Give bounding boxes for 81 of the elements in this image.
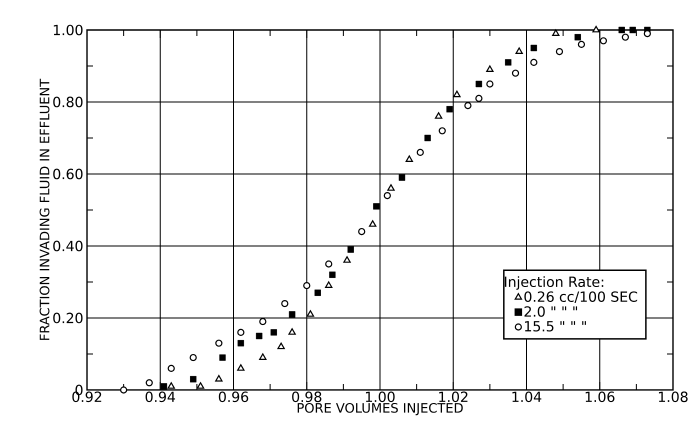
point (556, 48, 564, 56)
point (146, 379, 153, 386)
point (160, 383, 168, 390)
point (453, 90, 461, 98)
y-tick-label: 1.00 (54, 24, 83, 36)
point (281, 300, 288, 308)
legend-label: 2.0 " " " (524, 306, 578, 317)
point (259, 318, 266, 326)
y-tick-label: 0.40 (53, 240, 83, 252)
point (358, 228, 366, 236)
x-axis-title: PORE VOLUMES INJECTED (298, 402, 463, 416)
point (600, 37, 608, 44)
point (368, 220, 376, 227)
point (314, 290, 321, 296)
point (406, 155, 414, 162)
legend-title: Injection Rate: (504, 276, 604, 290)
point (256, 332, 262, 340)
x-tick-label: 1.08 (658, 392, 688, 402)
y-axis-title: FRACTION INVADING FLUID IN EFFLUENT (40, 78, 50, 340)
point (530, 58, 538, 66)
point (329, 272, 336, 278)
point (215, 340, 222, 347)
point (288, 328, 296, 335)
point (574, 34, 581, 40)
point (530, 44, 538, 52)
legend-label: 15.5 " " " (525, 321, 586, 332)
point (277, 342, 285, 350)
point (168, 382, 175, 389)
point (424, 134, 431, 142)
x-tick-label: 0.94 (146, 392, 176, 402)
point (446, 106, 453, 112)
point (237, 364, 245, 371)
y-tick-label: 0.20 (53, 312, 83, 324)
point (196, 382, 204, 389)
point (270, 329, 277, 336)
x-tick-label: 1.06 (586, 392, 614, 402)
point (190, 376, 196, 382)
point (387, 184, 395, 191)
point (592, 26, 600, 32)
point (504, 59, 512, 66)
point (486, 65, 494, 72)
point (120, 386, 128, 394)
point (325, 281, 332, 288)
point (348, 246, 354, 253)
point (306, 310, 314, 317)
point (343, 256, 351, 263)
point (215, 374, 223, 382)
point (622, 34, 629, 41)
point (512, 70, 520, 77)
point (515, 47, 523, 54)
point (416, 148, 424, 156)
legend-label: 0.26 cc/100 SEC (524, 291, 638, 304)
x-tick-label: 0.98 (292, 392, 322, 402)
point (434, 112, 442, 119)
point (190, 354, 197, 362)
x-tick-label: 0.96 (218, 392, 248, 402)
x-tick-label: 1.02 (439, 392, 468, 402)
point (618, 26, 625, 34)
point (578, 40, 586, 48)
point (475, 94, 482, 102)
point (438, 127, 446, 134)
point (373, 203, 380, 210)
y-tick-label: 0.60 (53, 168, 83, 180)
point (464, 102, 472, 110)
point (168, 364, 175, 372)
point (238, 340, 244, 346)
point (552, 29, 560, 36)
y-tick-label: 0.80 (53, 96, 83, 108)
point (288, 311, 296, 318)
point (219, 354, 226, 361)
point (303, 282, 310, 290)
point (384, 192, 391, 200)
point (237, 328, 244, 336)
x-tick-label: 1.04 (512, 392, 542, 402)
point (259, 353, 267, 360)
point (486, 80, 494, 88)
point (630, 26, 636, 34)
point (325, 260, 332, 268)
x-tick-label: 1.00 (366, 392, 395, 402)
point (476, 80, 482, 88)
point (398, 174, 406, 181)
